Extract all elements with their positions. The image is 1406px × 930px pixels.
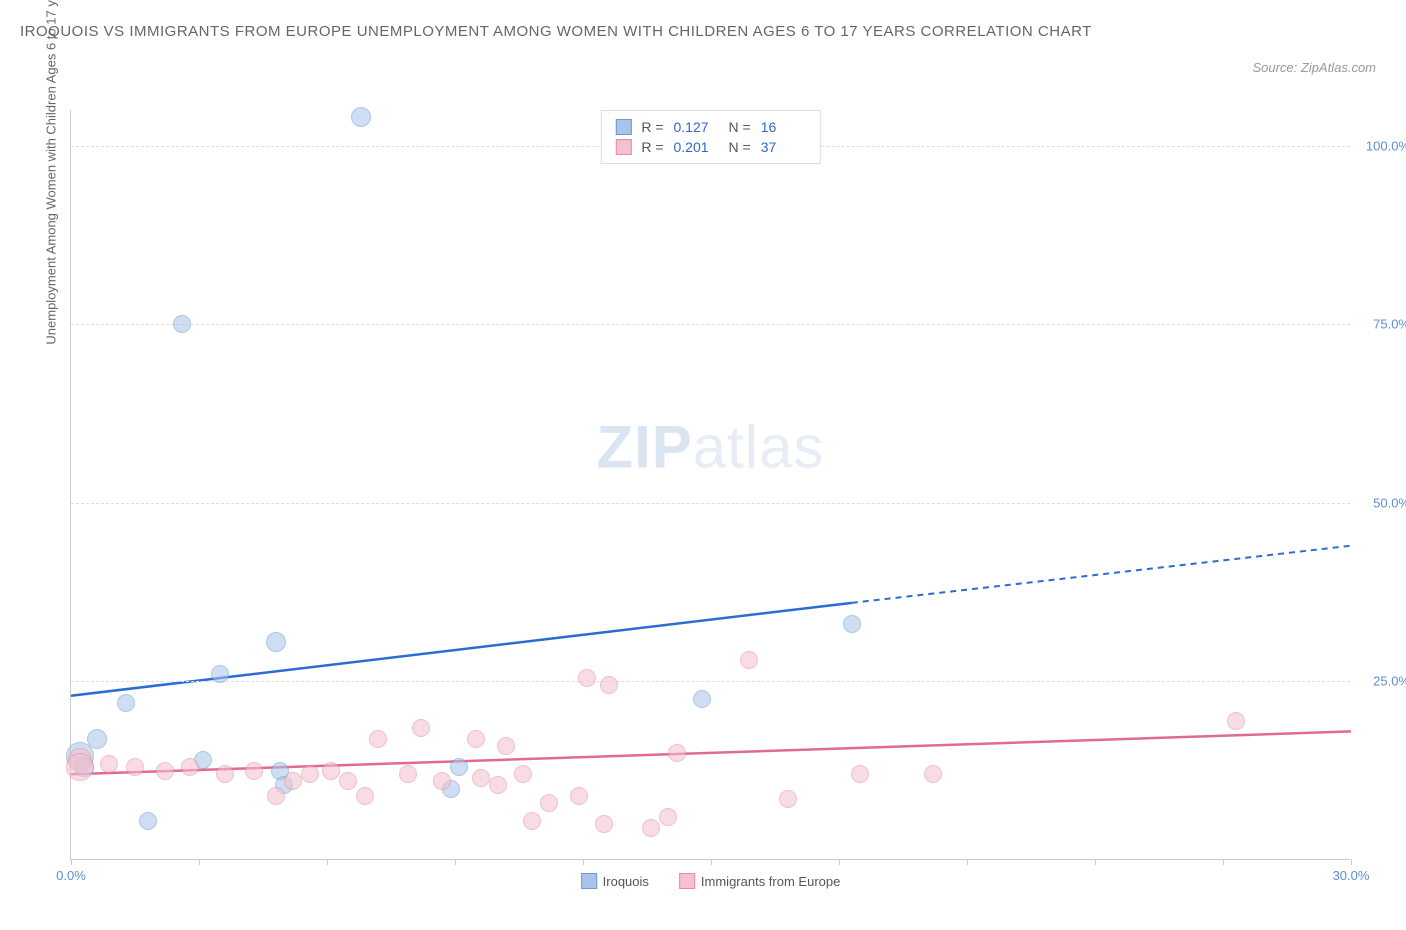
data-point[interactable] <box>216 765 234 783</box>
data-point[interactable] <box>659 808 677 826</box>
data-point[interactable] <box>267 787 285 805</box>
plot-area: ZIPatlas Unemployment Among Women with C… <box>70 110 1350 860</box>
data-point[interactable] <box>1227 712 1245 730</box>
trend-lines <box>71 110 1351 860</box>
data-point[interactable] <box>356 787 374 805</box>
data-point[interactable] <box>600 676 618 694</box>
gridline <box>71 681 1350 682</box>
data-point[interactable] <box>450 758 468 776</box>
n-value-immigrants: 37 <box>761 139 806 155</box>
watermark: ZIPatlas <box>596 413 824 482</box>
x-tick <box>839 859 840 865</box>
data-point[interactable] <box>851 765 869 783</box>
r-label: R = <box>641 139 663 155</box>
data-point[interactable] <box>642 819 660 837</box>
data-point[interactable] <box>578 669 596 687</box>
data-point[interactable] <box>668 744 686 762</box>
legend-label-iroquois: Iroquois <box>603 874 649 889</box>
x-tick-label: 30.0% <box>1333 868 1370 883</box>
data-point[interactable] <box>693 690 711 708</box>
x-tick <box>1223 859 1224 865</box>
data-point[interactable] <box>284 772 302 790</box>
y-tick-label: 75.0% <box>1373 317 1406 332</box>
data-point[interactable] <box>117 694 135 712</box>
data-point[interactable] <box>540 794 558 812</box>
x-tick <box>967 859 968 865</box>
data-point[interactable] <box>266 632 286 652</box>
data-point[interactable] <box>245 762 263 780</box>
y-tick-label: 50.0% <box>1373 495 1406 510</box>
data-point[interactable] <box>126 758 144 776</box>
x-tick <box>1351 859 1352 865</box>
correlation-chart: IROQUOIS VS IMMIGRANTS FROM EUROPE UNEMP… <box>20 20 1386 910</box>
x-tick <box>711 859 712 865</box>
legend-stats: R = 0.127 N = 16 R = 0.201 N = 37 <box>600 110 820 164</box>
data-point[interactable] <box>211 665 229 683</box>
legend-swatch-iroquois <box>581 873 597 889</box>
legend-series: Iroquois Immigrants from Europe <box>581 873 841 889</box>
n-label: N = <box>729 119 751 135</box>
data-point[interactable] <box>924 765 942 783</box>
data-point[interactable] <box>181 758 199 776</box>
data-point[interactable] <box>139 812 157 830</box>
x-tick <box>455 859 456 865</box>
data-point[interactable] <box>489 776 507 794</box>
data-point[interactable] <box>100 755 118 773</box>
data-point[interactable] <box>87 729 107 749</box>
data-point[interactable] <box>399 765 417 783</box>
data-point[interactable] <box>369 730 387 748</box>
data-point[interactable] <box>595 815 613 833</box>
data-point[interactable] <box>467 730 485 748</box>
n-label: N = <box>729 139 751 155</box>
data-point[interactable] <box>497 737 515 755</box>
y-tick-label: 100.0% <box>1366 138 1406 153</box>
x-tick <box>71 859 72 865</box>
legend-swatch-immigrants <box>679 873 695 889</box>
data-point[interactable] <box>472 769 490 787</box>
gridline <box>71 503 1350 504</box>
data-point[interactable] <box>412 719 430 737</box>
y-tick-label: 25.0% <box>1373 674 1406 689</box>
data-point[interactable] <box>843 615 861 633</box>
x-tick <box>199 859 200 865</box>
r-value-immigrants: 0.201 <box>674 139 719 155</box>
data-point[interactable] <box>66 753 94 781</box>
y-axis-title: Unemployment Among Women with Children A… <box>44 0 59 344</box>
chart-source: Source: ZipAtlas.com <box>1252 60 1376 75</box>
watermark-bold: ZIP <box>596 414 692 481</box>
data-point[interactable] <box>173 315 191 333</box>
legend-swatch-immigrants <box>615 139 631 155</box>
x-tick <box>327 859 328 865</box>
data-point[interactable] <box>301 765 319 783</box>
r-label: R = <box>641 119 663 135</box>
data-point[interactable] <box>570 787 588 805</box>
data-point[interactable] <box>779 790 797 808</box>
x-tick <box>583 859 584 865</box>
legend-item-immigrants: Immigrants from Europe <box>679 873 840 889</box>
data-point[interactable] <box>523 812 541 830</box>
data-point[interactable] <box>322 762 340 780</box>
chart-title: IROQUOIS VS IMMIGRANTS FROM EUROPE UNEMP… <box>20 20 1140 44</box>
data-point[interactable] <box>514 765 532 783</box>
legend-item-iroquois: Iroquois <box>581 873 649 889</box>
data-point[interactable] <box>351 107 371 127</box>
data-point[interactable] <box>156 762 174 780</box>
data-point[interactable] <box>339 772 357 790</box>
data-point[interactable] <box>740 651 758 669</box>
r-value-iroquois: 0.127 <box>674 119 719 135</box>
legend-label-immigrants: Immigrants from Europe <box>701 874 840 889</box>
legend-stats-row-immigrants: R = 0.201 N = 37 <box>615 137 805 157</box>
legend-swatch-iroquois <box>615 119 631 135</box>
x-tick <box>1095 859 1096 865</box>
watermark-light: atlas <box>693 414 825 481</box>
gridline <box>71 324 1350 325</box>
data-point[interactable] <box>433 772 451 790</box>
x-tick-label: 0.0% <box>56 868 86 883</box>
legend-stats-row-iroquois: R = 0.127 N = 16 <box>615 117 805 137</box>
n-value-iroquois: 16 <box>761 119 806 135</box>
